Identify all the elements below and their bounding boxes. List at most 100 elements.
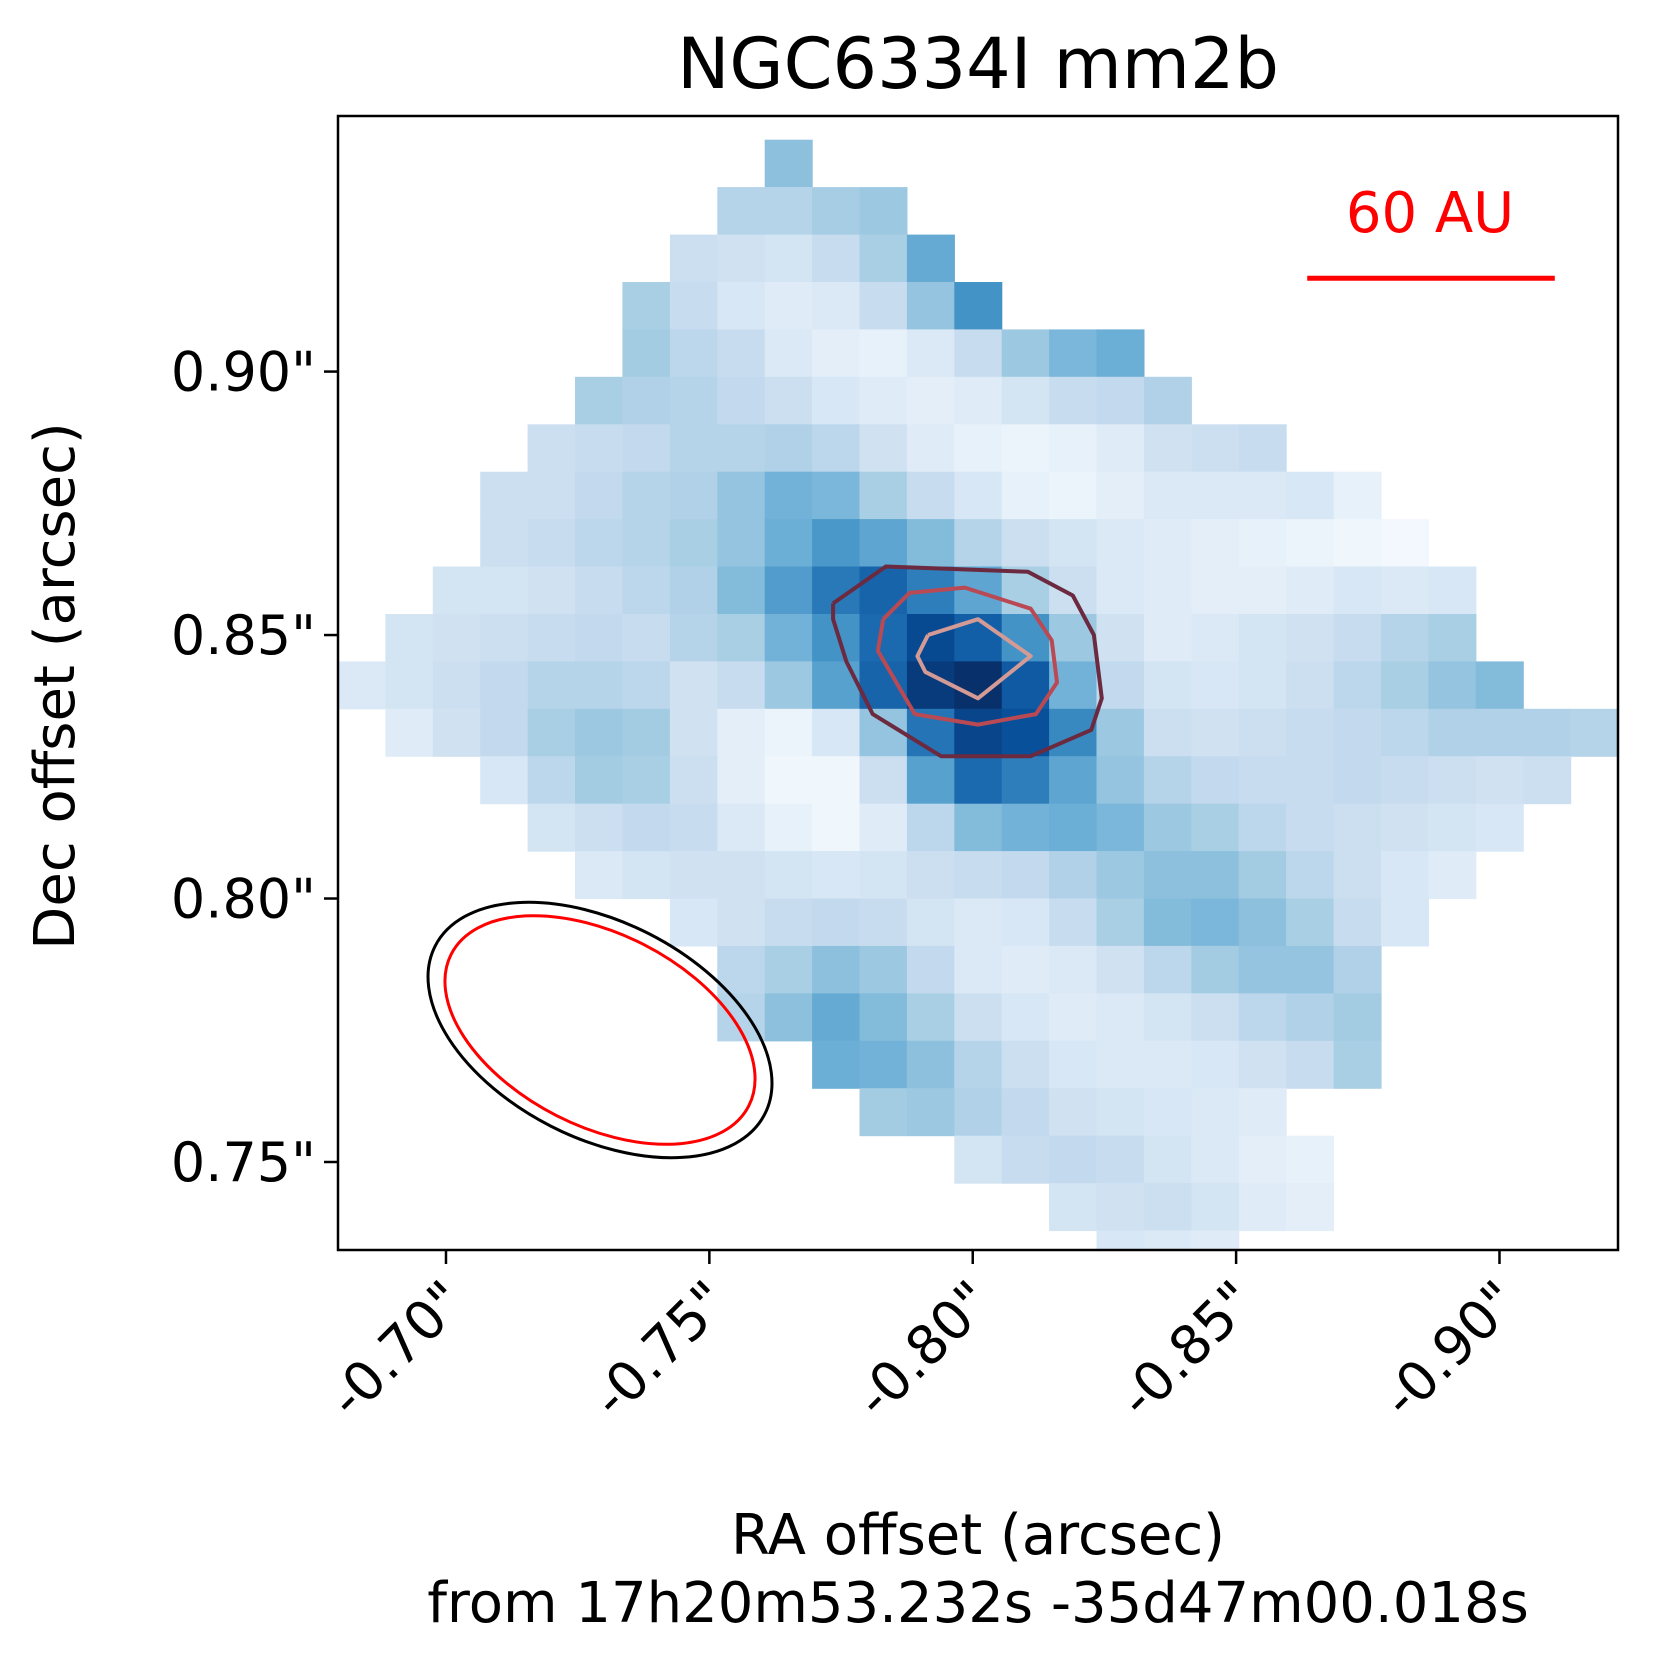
heatmap-cell xyxy=(1475,708,1524,757)
heatmap-cell xyxy=(1191,424,1240,473)
heatmap-cell xyxy=(1333,851,1382,900)
heatmap-cell xyxy=(812,993,861,1042)
chart-title: NGC6334I mm2b xyxy=(677,23,1279,105)
heatmap-cell xyxy=(954,945,1003,994)
x-tick-label: -0.85" xyxy=(1106,1269,1267,1430)
heatmap-cell xyxy=(480,614,529,662)
heatmap-cell xyxy=(764,471,813,520)
heatmap-cell xyxy=(906,614,955,662)
heatmap-cell xyxy=(764,993,813,1042)
beam-inner xyxy=(443,914,757,1146)
heatmap-cell xyxy=(622,803,671,852)
heatmap-cell xyxy=(527,519,576,568)
x-tick-label: -0.90" xyxy=(1370,1269,1531,1430)
heatmap-cell xyxy=(717,661,766,710)
heatmap-cell xyxy=(1143,661,1192,710)
heatmap-cell xyxy=(1238,708,1287,757)
heatmap-cell xyxy=(1333,756,1382,805)
heatmap-cell xyxy=(1333,661,1382,710)
heatmap-cell xyxy=(1238,566,1287,615)
heatmap-cell xyxy=(954,898,1003,947)
heatmap-cell xyxy=(1191,1230,1240,1250)
heatmap-cell xyxy=(575,803,623,852)
heatmap-cell xyxy=(1286,519,1335,568)
heatmap-cell xyxy=(669,471,718,520)
heatmap-cell xyxy=(1049,803,1098,852)
heatmap-cell xyxy=(717,424,766,473)
heatmap-cell xyxy=(764,708,813,757)
heatmap-cell xyxy=(906,424,955,473)
heatmap-cell xyxy=(859,993,908,1042)
heatmap-cell xyxy=(1333,708,1382,757)
heatmap-cell xyxy=(1428,614,1477,662)
heatmap-cell xyxy=(764,376,813,425)
heatmap-cell xyxy=(1381,803,1429,852)
heatmap-cell xyxy=(1238,471,1287,520)
plot-area: 60 AU xyxy=(338,139,1618,1250)
y-tick-label: 0.85" xyxy=(171,604,316,667)
heatmap-cell xyxy=(480,756,529,805)
heatmap-cell xyxy=(622,851,671,900)
heatmap-cell xyxy=(1096,661,1145,710)
heatmap-cell xyxy=(1381,708,1429,757)
heatmap-cell xyxy=(1191,471,1240,520)
heatmap-cell xyxy=(1238,614,1287,662)
heatmap-cell xyxy=(1001,519,1050,568)
heatmap-cell xyxy=(1001,1135,1050,1184)
heatmap-cell xyxy=(1096,471,1145,520)
heatmap-cell xyxy=(954,329,1003,378)
heatmap-cell xyxy=(622,282,671,330)
heatmap-cell xyxy=(1286,661,1335,710)
heatmap-cell xyxy=(859,803,908,852)
heatmap-cell xyxy=(1475,803,1524,852)
heatmap-cell xyxy=(859,1040,908,1089)
contour-group xyxy=(831,564,1104,759)
heatmap-cell xyxy=(1001,993,1050,1042)
heatmap-cell xyxy=(764,424,813,473)
heatmap-cell xyxy=(1286,1183,1335,1232)
heatmap-cell xyxy=(717,282,766,330)
heatmap-cell xyxy=(717,851,766,900)
heatmap-cell xyxy=(1191,519,1240,568)
contour-line-1 xyxy=(831,564,1104,759)
heatmap-cell xyxy=(1049,566,1098,615)
y-axis-ticks: 0.90" 0.85" 0.80" 0.75" xyxy=(171,341,338,1194)
heatmap-cell xyxy=(575,566,623,615)
heatmap-cell xyxy=(669,661,718,710)
heatmap-cell xyxy=(954,424,1003,473)
heatmap-cell xyxy=(1143,1088,1192,1137)
heatmap-cell xyxy=(812,187,861,236)
heatmap-cell xyxy=(812,851,861,900)
heatmap-cell xyxy=(906,898,955,947)
heatmap-cell xyxy=(764,851,813,900)
heatmap-cell xyxy=(1333,1040,1382,1089)
heatmap-cell xyxy=(812,614,861,662)
heatmap-cell xyxy=(812,376,861,425)
heatmap-cell xyxy=(1238,756,1287,805)
x-tick-label: -0.75" xyxy=(580,1269,741,1430)
heatmap-cell xyxy=(1143,1040,1192,1089)
heatmap-cell xyxy=(1191,661,1240,710)
y-tick-label: 0.75" xyxy=(171,1131,316,1194)
heatmap-cell xyxy=(859,898,908,947)
heatmap-cell xyxy=(764,566,813,615)
heatmap-cell xyxy=(1333,566,1382,615)
heatmap-cell xyxy=(1428,756,1477,805)
heatmap-cell xyxy=(859,756,908,805)
y-tick-label: 0.90" xyxy=(171,341,316,404)
heatmap-cell xyxy=(1001,851,1050,900)
heatmap-cell xyxy=(1238,661,1287,710)
heatmap-cell xyxy=(1143,708,1192,757)
heatmap-cell xyxy=(527,803,576,852)
scalebar: 60 AU xyxy=(1307,181,1555,281)
heatmap-cell xyxy=(1143,519,1192,568)
heatmap-cell xyxy=(1001,424,1050,473)
heatmap-cell xyxy=(764,898,813,947)
heatmap-cell xyxy=(622,566,671,615)
heatmap-cell xyxy=(1049,424,1098,473)
heatmap-cell xyxy=(954,756,1003,805)
heatmap-cell xyxy=(1523,756,1572,805)
heatmap-cell xyxy=(622,661,671,710)
heatmap-cell xyxy=(1096,329,1145,378)
heatmap-cell xyxy=(812,945,861,994)
